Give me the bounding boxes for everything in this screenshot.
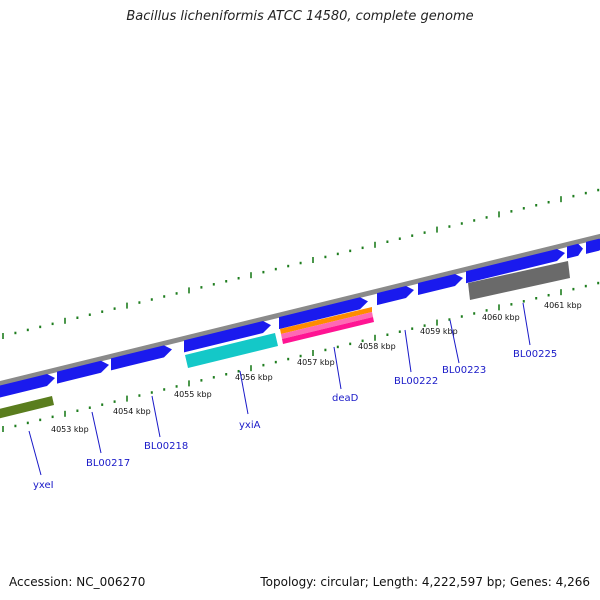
outer-tick-row	[2, 188, 600, 339]
gene-label-BL00218[interactable]: BL00218	[144, 441, 188, 452]
kbp-label-4058: 4058 kbp	[358, 342, 396, 351]
gene-label-deaD[interactable]: deaD	[332, 393, 359, 404]
cds-arrow[interactable]	[586, 238, 600, 254]
kbp-label-4059: 4059 kbp	[420, 327, 458, 336]
gene-yxiA-feature[interactable]	[185, 333, 278, 368]
gene-BL00225-feature[interactable]	[468, 261, 570, 300]
gene-label-BL00222[interactable]: BL00222	[394, 376, 438, 387]
cds-arrow[interactable]	[279, 297, 368, 330]
gene-label-BL00217[interactable]: BL00217	[86, 458, 130, 469]
cds-arrow[interactable]	[184, 321, 271, 353]
kbp-label-4060: 4060 kbp	[482, 313, 520, 322]
genome-backbone	[0, 233, 600, 387]
genome-stats-text: Topology: circular; Length: 4,222,597 bp…	[260, 575, 590, 589]
kbp-label-4055: 4055 kbp	[174, 390, 212, 399]
accession-text: Accession: NC_006270	[9, 575, 146, 589]
inner-tick-row	[2, 281, 600, 432]
gene-leader-lines	[28, 302, 531, 476]
gene-label-yxeI[interactable]: yxeI	[33, 480, 54, 491]
kbp-label-4054: 4054 kbp	[113, 407, 151, 416]
cds-arrow[interactable]	[0, 374, 55, 399]
forward-cds-track	[0, 238, 600, 399]
cds-arrow[interactable]	[377, 285, 414, 306]
map-title: Bacillus licheniformis ATCC 14580, compl…	[126, 9, 474, 24]
gene-label-yxiA[interactable]: yxiA	[239, 420, 261, 431]
kbp-label-4061: 4061 kbp	[544, 301, 582, 310]
kbp-label-4053: 4053 kbp	[51, 425, 89, 434]
cds-arrow[interactable]	[466, 248, 565, 284]
kbp-label-4056: 4056 kbp	[235, 373, 273, 382]
cds-arrow[interactable]	[57, 360, 109, 384]
gene-label-BL00223[interactable]: BL00223	[442, 365, 486, 376]
gene-label-BL00225[interactable]: BL00225	[513, 349, 557, 360]
kbp-label-4057: 4057 kbp	[297, 358, 335, 367]
gene-yxeI-feature[interactable]	[0, 396, 54, 419]
gene-deaD-feature[interactable]	[280, 307, 374, 344]
cds-arrow[interactable]	[567, 243, 583, 259]
cds-arrow[interactable]	[111, 345, 172, 371]
cds-arrow[interactable]	[418, 273, 463, 296]
